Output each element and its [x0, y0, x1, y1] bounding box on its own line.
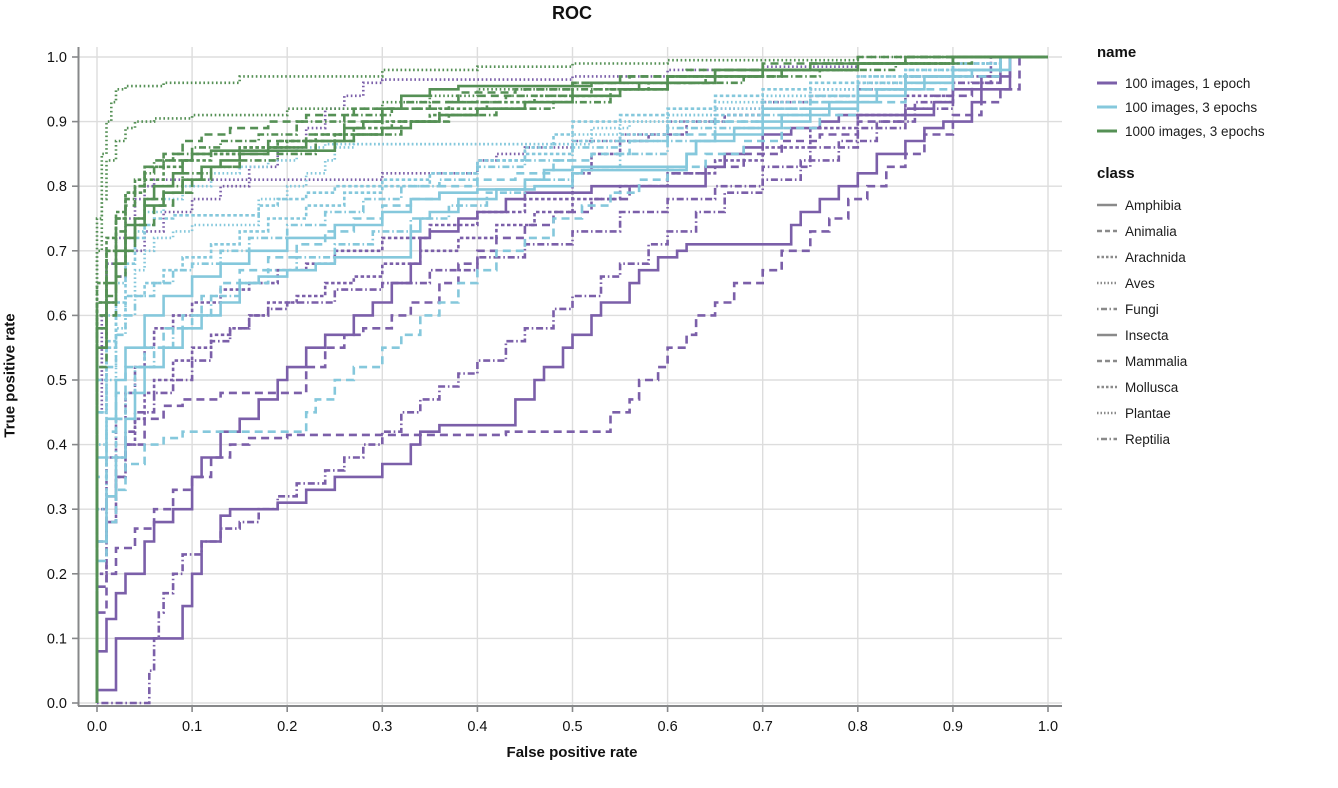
y-tick-label: 0.5 — [47, 373, 67, 389]
legend-item-label: Mollusca — [1125, 379, 1179, 395]
x-axis-label: False positive rate — [506, 744, 638, 761]
legend-line-swatch — [1097, 255, 1117, 259]
legend-line-swatch — [1097, 333, 1117, 337]
roc-curve — [95, 55, 1048, 703]
roc-curve — [95, 55, 1048, 703]
legend-class-item: Animalia — [1097, 218, 1332, 244]
y-axis-label: True positive rate — [1, 313, 19, 438]
legend-name-items: 100 images, 1 epoch 100 images, 3 epochs 1… — [1097, 71, 1332, 143]
y-tick-label: 1.0 — [47, 50, 67, 66]
x-tick-label: 0.2 — [277, 719, 297, 735]
chart-title: ROC — [552, 3, 592, 23]
legend-line-swatch — [1097, 307, 1117, 311]
legend-class-item: Mollusca — [1097, 374, 1332, 400]
legend-line-swatch — [1097, 359, 1117, 363]
roc-curve — [95, 55, 1048, 703]
legend-item-label: 100 images, 1 epoch — [1125, 75, 1251, 91]
legend-class-item: Fungi — [1097, 296, 1332, 322]
x-tick-label: 0.6 — [658, 719, 678, 735]
x-tick-label: 0.7 — [753, 719, 773, 735]
roc-curve — [95, 55, 1048, 703]
roc-curve — [95, 55, 1048, 703]
x-tick-label: 0.0 — [87, 719, 107, 735]
x-tick-label: 0.4 — [467, 719, 487, 735]
legend-line-swatch — [1097, 411, 1117, 415]
roc-curve — [95, 55, 1048, 703]
legend-item-label: Plantae — [1125, 405, 1171, 421]
legend-item-label: 100 images, 3 epochs — [1125, 99, 1258, 115]
plot-area: 0.0 0.1 0.2 0.3 0.4 0.5 0.6 0.7 0.8 0.9 1.0 0.0 0.1 0… — [47, 47, 1062, 735]
legend-name-item: 1000 images, 3 epochs — [1097, 119, 1332, 143]
legend-name-item: 100 images, 3 epochs — [1097, 95, 1332, 119]
roc-curve — [95, 55, 1048, 703]
roc-curve — [95, 55, 1048, 703]
legend-item-label: Fungi — [1125, 301, 1159, 317]
legend-class-title: class — [1097, 165, 1135, 182]
legend-name-item: 100 images, 1 epoch — [1097, 71, 1332, 95]
roc-curve — [95, 55, 1048, 703]
roc-curve — [95, 55, 1048, 703]
legend-item-label: Insecta — [1125, 327, 1169, 343]
roc-curve — [95, 55, 1048, 703]
x-tick-label: 0.8 — [848, 719, 868, 735]
legend-item-label: Reptilia — [1125, 431, 1171, 447]
legend-line-swatch — [1097, 105, 1117, 109]
legend-line-swatch — [1097, 203, 1117, 207]
roc-curve — [95, 55, 1048, 703]
roc-curve — [97, 55, 1048, 705]
legend-item-label: Mammalia — [1125, 353, 1188, 369]
y-tick-label: 0.3 — [47, 502, 67, 518]
legend-item-label: Animalia — [1125, 223, 1177, 239]
legend-name-title: name — [1097, 44, 1137, 61]
legend-item-label: Arachnida — [1125, 249, 1186, 265]
roc-curve — [95, 55, 1048, 703]
y-tick-label: 0.9 — [47, 115, 67, 131]
x-tick-label: 0.5 — [562, 719, 582, 735]
legend-item-label: 1000 images, 3 epochs — [1125, 123, 1265, 139]
legend-class-item: Aves — [1097, 270, 1332, 296]
x-tick-label: 0.3 — [372, 719, 392, 735]
legend-line-swatch — [1097, 129, 1117, 133]
roc-curve — [95, 55, 1048, 703]
legend-line-swatch — [1097, 437, 1117, 441]
y-tick-label: 0.6 — [47, 308, 67, 324]
y-tick-label: 0.4 — [47, 438, 67, 454]
roc-curve — [95, 55, 1048, 703]
roc-curve — [95, 55, 1048, 703]
legend-class-item: Amphibia — [1097, 192, 1332, 218]
x-tick-label: 0.1 — [182, 719, 202, 735]
roc-curve — [95, 55, 1048, 703]
legend-class-item: Plantae — [1097, 400, 1332, 426]
roc-curve — [95, 55, 1048, 703]
legend-line-swatch — [1097, 229, 1117, 233]
legend-line-swatch — [1097, 81, 1117, 85]
legend-item-label: Amphibia — [1125, 197, 1182, 213]
legend-panel: name 100 images, 1 epoch 100 images, 3 ep… — [1097, 44, 1332, 452]
legend-line-swatch — [1097, 281, 1117, 285]
roc-curve — [95, 55, 1048, 703]
y-tick-label: 0.8 — [47, 179, 67, 195]
x-tick-label: 1.0 — [1038, 719, 1058, 735]
legend-item-label: Aves — [1125, 275, 1155, 291]
legend-class-item: Insecta — [1097, 322, 1332, 348]
legend-class-item: Reptilia — [1097, 426, 1332, 452]
legend-line-swatch — [1097, 385, 1117, 389]
legend-class-item: Mammalia — [1097, 348, 1332, 374]
legend-class-items: Amphibia Animalia Arachnida Aves Fungi Insect… — [1097, 192, 1332, 452]
y-tick-label: 0.1 — [47, 631, 67, 647]
y-tick-label: 0.2 — [47, 567, 67, 583]
y-tick-label: 0.7 — [47, 244, 67, 260]
legend-class-item: Arachnida — [1097, 244, 1332, 270]
y-tick-label: 0.0 — [47, 696, 67, 712]
x-tick-label: 0.9 — [943, 719, 963, 735]
